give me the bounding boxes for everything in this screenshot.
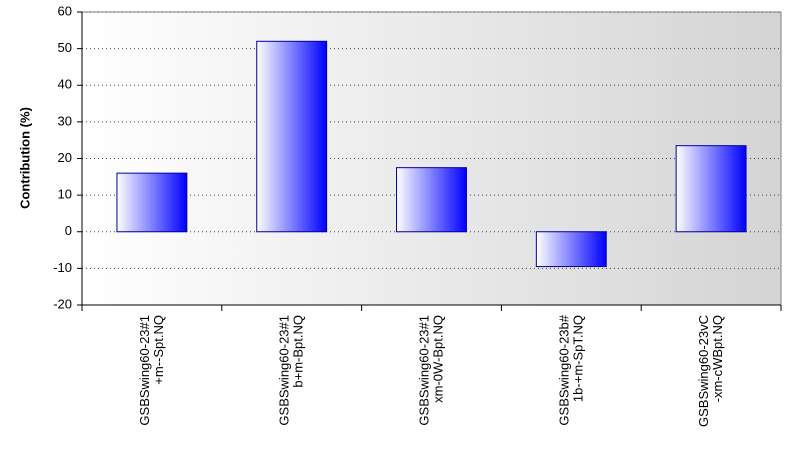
x-tick-label: GSBSwing60-23#1b+m-Bpt.NQ (277, 315, 306, 426)
bar (116, 172, 188, 233)
y-tick-label: 40 (58, 77, 72, 92)
y-tick-label: 20 (58, 150, 72, 165)
x-tick-label-line: xm-0W-Bpt.NQ (431, 315, 446, 403)
x-tick-label-line: b+m-Bpt.NQ (291, 315, 306, 388)
bar (675, 145, 747, 233)
y-tick-label: 0 (65, 223, 72, 238)
y-axis-title: Contribution (%) (17, 107, 32, 209)
y-tick-label: 10 (58, 187, 72, 202)
x-tick-label: GSBSwing60-23vC-xm-cWBpt.NQ (696, 315, 725, 427)
y-tick-label: 30 (58, 113, 72, 128)
x-tick-label-line: -xm-cWBpt.NQ (710, 315, 725, 402)
bar (535, 231, 607, 268)
x-tick-label: GSBSwing60-23#1xm-0W-Bpt.NQ (417, 315, 446, 426)
x-tick-label-line: GSBSwing60-23vC (696, 315, 711, 427)
x-tick-label-line: GSBSwing60-23#1 (137, 315, 152, 426)
bar (396, 167, 467, 233)
x-tick-label-line: +m--Spt.NQ (151, 315, 166, 385)
x-tick-label: GSBSwing60-23#1+m--Spt.NQ (137, 315, 166, 426)
y-tick-label: 60 (58, 3, 72, 18)
y-tick-label: 50 (58, 40, 72, 55)
x-tick-label-line: 1b-+m-SpT.NQ (570, 315, 585, 402)
y-tick-label: -20 (53, 296, 72, 311)
x-tick-label-line: GSBSwing60-23b# (556, 314, 571, 425)
x-tick-label: GSBSwing60-23b#1b-+m-SpT.NQ (556, 314, 585, 425)
x-tick-label-line: GSBSwing60-23#1 (417, 315, 432, 426)
bar (256, 40, 328, 233)
x-tick-label-line: GSBSwing60-23#1 (277, 315, 292, 426)
y-tick-label: -10 (53, 260, 72, 275)
